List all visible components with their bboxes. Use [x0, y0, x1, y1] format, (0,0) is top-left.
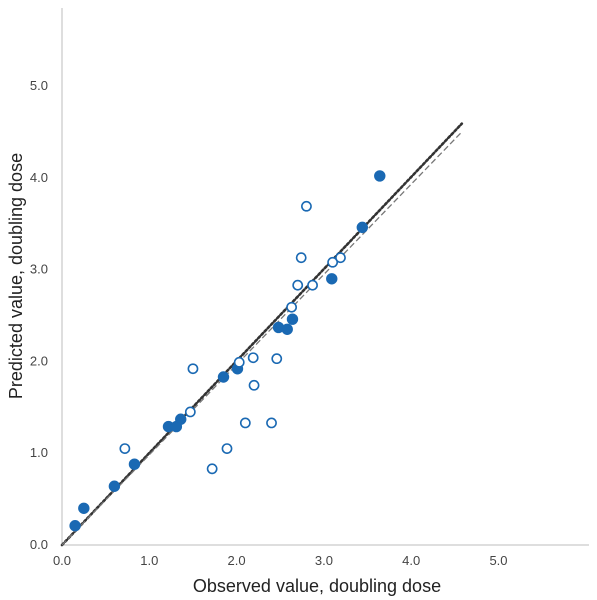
data-point-filled	[69, 520, 81, 532]
data-point-open	[307, 279, 318, 291]
data-point-open	[119, 443, 131, 455]
data-point-open	[335, 252, 346, 264]
data-point-filled	[374, 170, 386, 182]
data-point-open	[271, 353, 283, 365]
x-axis-title: Observed value, doubling dose	[193, 576, 441, 596]
y-axis-title: Predicted value, doubling dose	[6, 153, 26, 399]
x-tick-label: 2.0	[228, 553, 246, 568]
y-tick-label: 4.0	[30, 170, 48, 185]
y-tick-label: 0.0	[30, 537, 48, 552]
data-point-open	[206, 463, 218, 475]
data-point-open	[221, 443, 233, 455]
y-tick-label: 2.0	[30, 353, 48, 368]
data-point-open	[286, 301, 297, 313]
data-point-open	[184, 406, 196, 418]
plot-area	[60, 8, 589, 547]
data-point-open	[295, 252, 307, 264]
data-point-filled	[281, 323, 293, 335]
data-point-open	[266, 417, 277, 429]
y-tick-label: 3.0	[30, 262, 48, 277]
y-tick-label: 1.0	[30, 445, 48, 460]
data-point-filled	[108, 480, 121, 492]
data-point-filled	[175, 413, 187, 425]
x-tick-label: 3.0	[315, 553, 333, 568]
data-point-filled	[326, 273, 338, 285]
x-tick-label: 0.0	[53, 553, 71, 568]
x-tick-label: 5.0	[489, 553, 507, 568]
data-point-filled	[286, 313, 299, 325]
data-point-open	[301, 200, 312, 212]
x-axis-ticks: 0.0 1.0 2.0 3.0 4.0 5.0	[53, 553, 508, 568]
data-point-filled	[78, 502, 90, 514]
y-tick-label: 5.0	[30, 78, 48, 93]
data-point-open	[187, 363, 199, 375]
y-axis-ticks: 0.0 1.0 2.0 3.0 4.0 5.0	[30, 78, 48, 552]
data-point-open	[327, 256, 339, 268]
data-point-filled	[217, 371, 230, 383]
data-point-filled	[356, 221, 369, 234]
x-tick-label: 1.0	[140, 553, 158, 568]
data-point-open	[247, 352, 259, 364]
data-point-open	[248, 379, 260, 391]
data-point-filled	[128, 458, 141, 470]
x-tick-label: 4.0	[402, 553, 420, 568]
data-point-open	[292, 279, 304, 291]
data-point-open	[233, 356, 245, 368]
regression-line	[60, 122, 464, 547]
data-point-open	[239, 417, 251, 429]
identity-line	[61, 131, 463, 546]
